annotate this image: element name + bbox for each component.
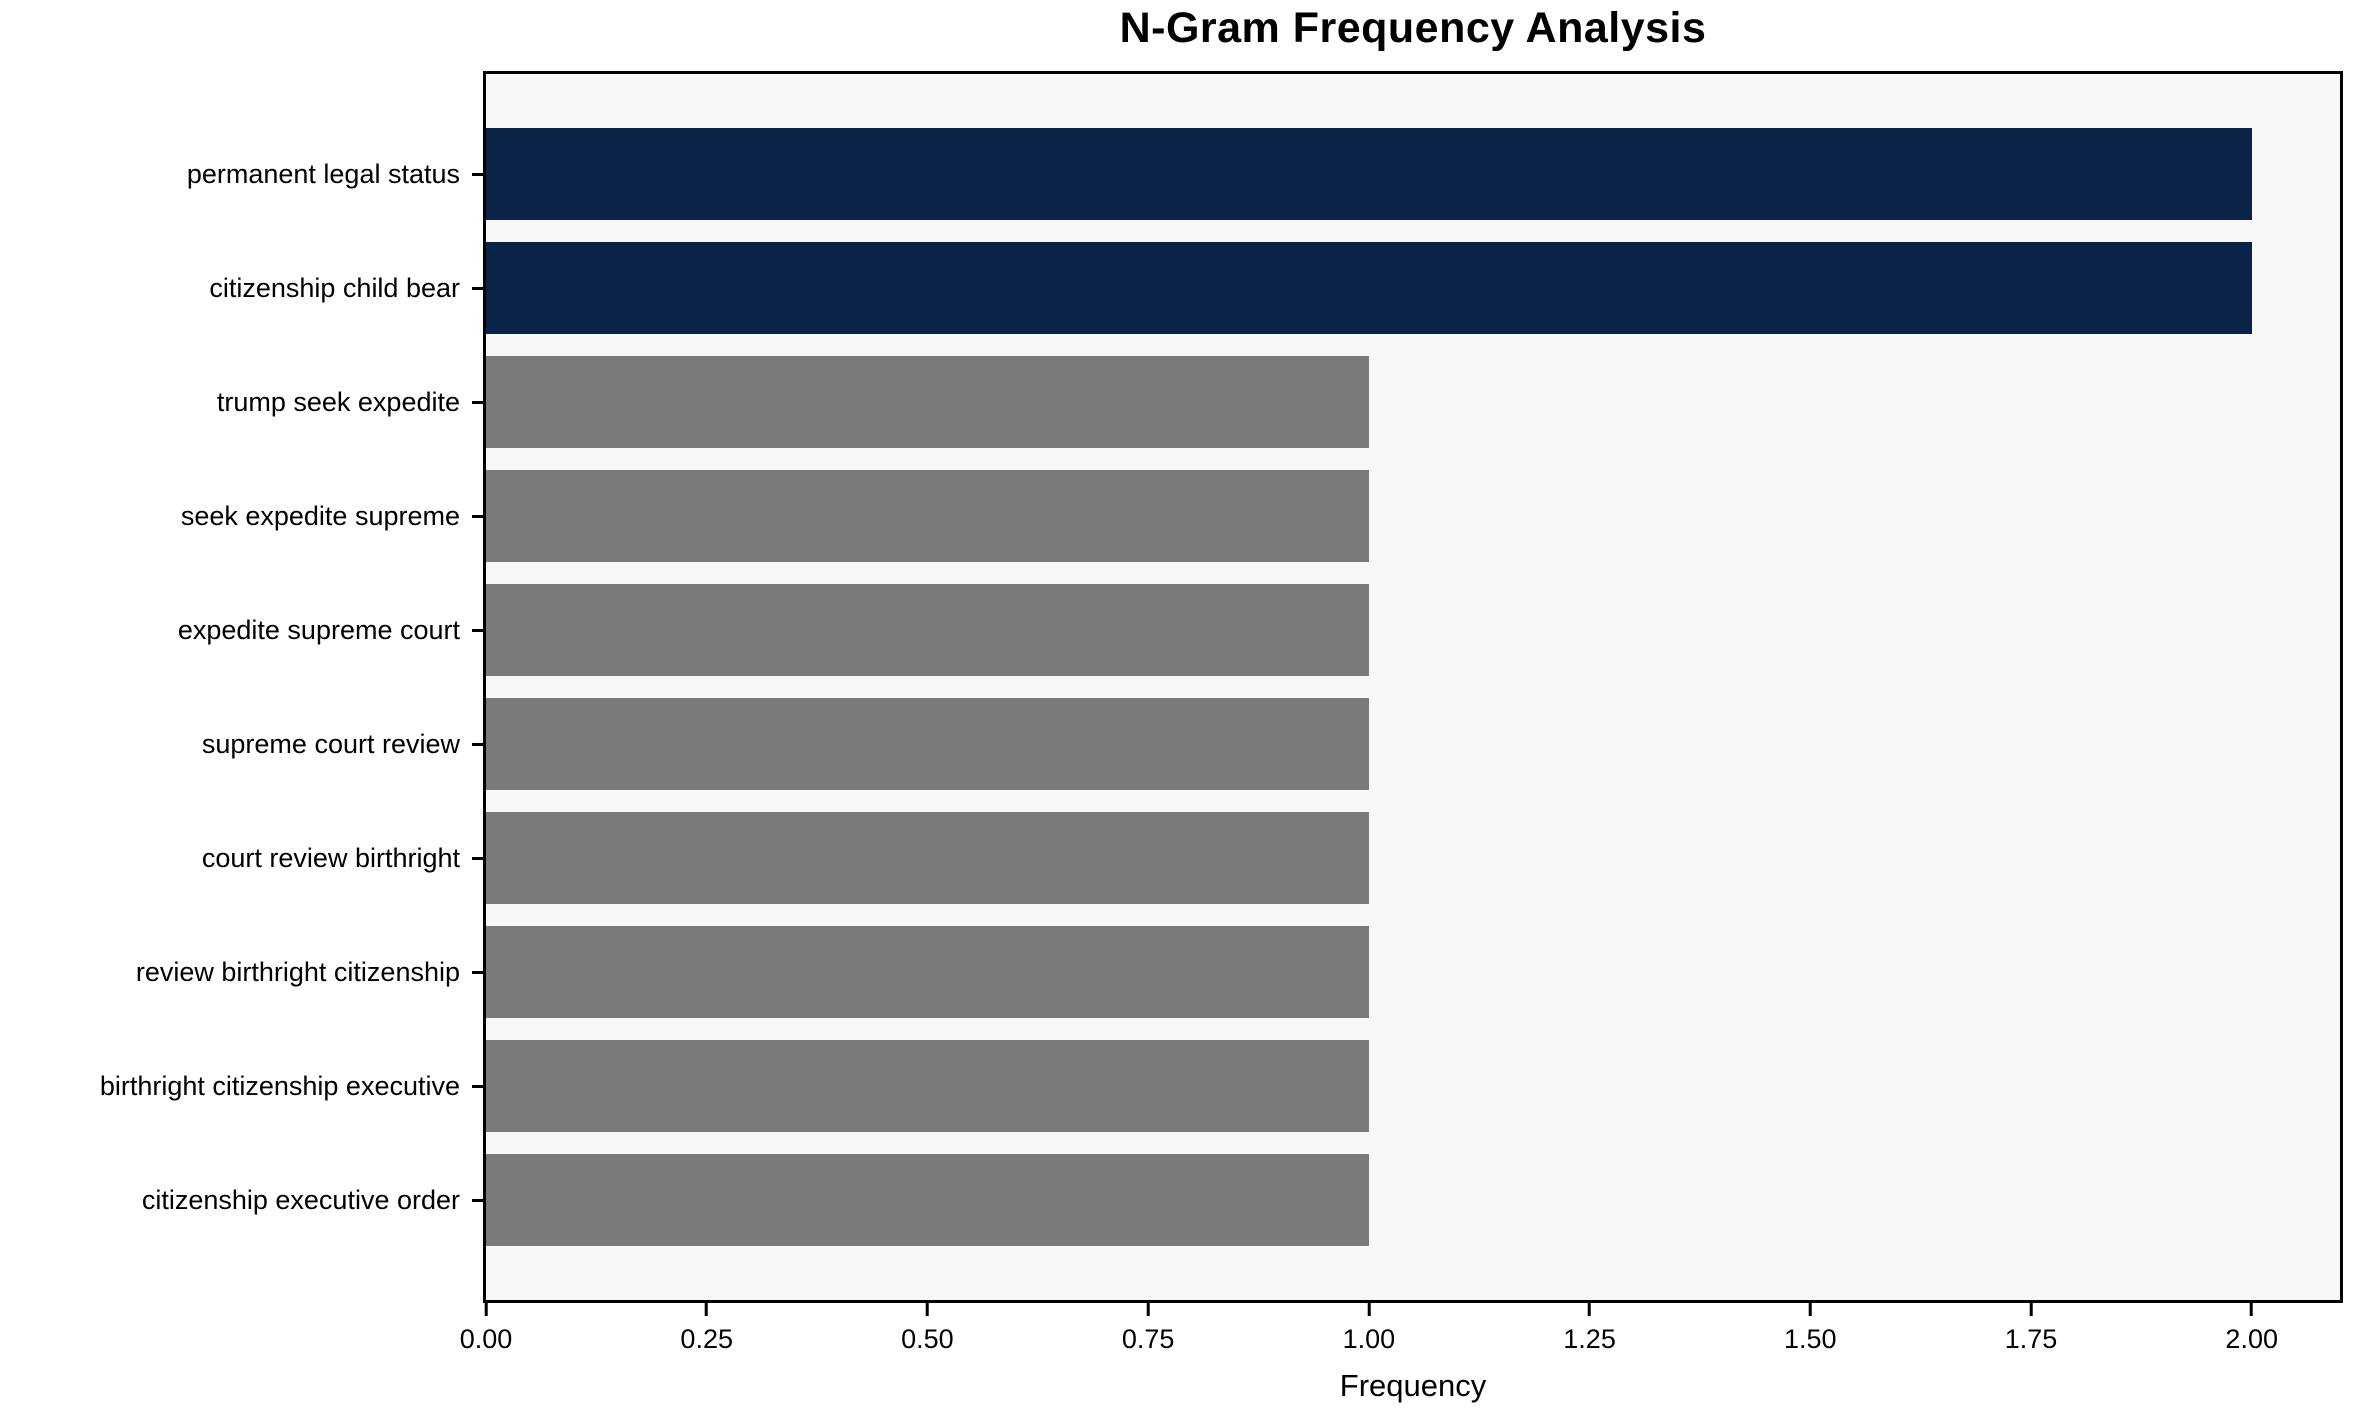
- y-axis-tick-mark: [472, 400, 483, 404]
- y-axis-category-label: permanent legal status: [186, 158, 460, 189]
- x-axis-tick: 2.00: [2225, 1303, 2278, 1355]
- bar: [486, 811, 1369, 905]
- y-axis-category-label: citizenship child bear: [209, 272, 460, 303]
- x-axis-tick: 0.75: [1121, 1303, 1175, 1355]
- x-axis-tick: 1.25: [1563, 1303, 1616, 1355]
- x-axis-tick-mark: [1146, 1303, 1150, 1316]
- x-axis-tick: 0.50: [901, 1303, 954, 1355]
- y-axis-category-label: birthright citizenship executive: [99, 1070, 460, 1101]
- x-axis-tick-label: 2.00: [2225, 1324, 2278, 1354]
- x-axis-tick-mark: [1808, 1303, 1812, 1316]
- x-axis-tick-mark: [2250, 1303, 2254, 1316]
- y-axis-category-label: trump seek expedite: [216, 386, 460, 417]
- x-axis: 0.00 0.25 0.50 0.75 1.00 1.25 1.50 1.75 …: [460, 1303, 2340, 1373]
- y-axis-category-label: citizenship executive order: [141, 1184, 460, 1215]
- y-axis-tick-mark: [472, 286, 483, 290]
- x-axis-tick-label: 1.50: [1784, 1324, 1837, 1354]
- bar: [486, 583, 1369, 677]
- y-axis-category-label: court review birthright: [201, 842, 460, 873]
- x-axis-tick-mark: [925, 1303, 929, 1316]
- bar: [486, 697, 1369, 791]
- bar: [486, 355, 1369, 449]
- y-axis-tick-mark: [472, 172, 483, 176]
- y-axis-tick-mark: [472, 1084, 483, 1088]
- bar: [486, 127, 2252, 221]
- x-axis-tick-mark: [484, 1303, 488, 1316]
- bar-row: trump seek expedite: [217, 345, 2340, 459]
- bar: [486, 241, 2252, 335]
- y-axis-category-label: review birthright citizenship: [135, 956, 460, 987]
- x-axis-title: Frequency: [1339, 1368, 1487, 1403]
- bar: [486, 925, 1369, 1019]
- bar-rows: permanent legal status citizenship child…: [100, 117, 2340, 1257]
- x-axis-tick-label: 0.25: [680, 1324, 733, 1354]
- chart-title: N-Gram Frequency Analysis: [1119, 4, 1707, 52]
- bar: [486, 1153, 1369, 1247]
- x-axis-tick: 1.50: [1784, 1303, 1837, 1355]
- x-axis-tick-label: 0.50: [901, 1324, 954, 1354]
- y-axis-tick-mark: [472, 514, 483, 518]
- x-axis-tick-mark: [1588, 1303, 1592, 1316]
- bar: [486, 1039, 1369, 1133]
- x-axis-tick-label: 1.75: [2004, 1324, 2058, 1354]
- x-axis-tick-mark: [1367, 1303, 1371, 1316]
- y-axis-tick-mark: [472, 1198, 483, 1202]
- y-axis-tick-mark: [472, 628, 483, 632]
- x-axis-tick: 0.00: [459, 1303, 513, 1355]
- x-axis-tick-label: 1.25: [1563, 1324, 1616, 1354]
- x-axis-tick-label: 0.00: [459, 1324, 513, 1354]
- y-axis-category-label: expedite supreme court: [177, 614, 460, 645]
- bar: [486, 469, 1369, 563]
- x-axis-tick: 1.00: [1342, 1303, 1396, 1355]
- x-axis-tick-label: 1.00: [1342, 1324, 1396, 1354]
- x-axis-tick-mark: [2029, 1303, 2033, 1316]
- y-axis-category-label: seek expedite supreme: [180, 500, 460, 531]
- bar-row: seek expedite supreme: [181, 459, 2340, 573]
- x-axis-tick: 1.75: [2004, 1303, 2058, 1355]
- bar-row: permanent legal status: [187, 117, 2340, 231]
- y-axis-tick-mark: [472, 742, 483, 746]
- y-axis-category-label: supreme court review: [201, 728, 460, 759]
- x-axis-tick-mark: [705, 1303, 709, 1316]
- bar-row: review birthright citizenship: [136, 915, 2340, 1029]
- x-axis-tick-label: 0.75: [1121, 1324, 1175, 1354]
- bar-row: supreme court review: [202, 687, 2340, 801]
- bar-row: citizenship child bear: [209, 231, 2340, 345]
- bar-row: birthright citizenship executive: [100, 1029, 2340, 1143]
- bar-row: court review birthright: [202, 801, 2340, 915]
- bar-row: expedite supreme court: [178, 573, 2340, 687]
- x-axis-tick: 0.25: [680, 1303, 733, 1355]
- bar-row: citizenship executive order: [142, 1143, 2340, 1257]
- y-axis-tick-mark: [472, 970, 483, 974]
- y-axis-tick-mark: [472, 856, 483, 860]
